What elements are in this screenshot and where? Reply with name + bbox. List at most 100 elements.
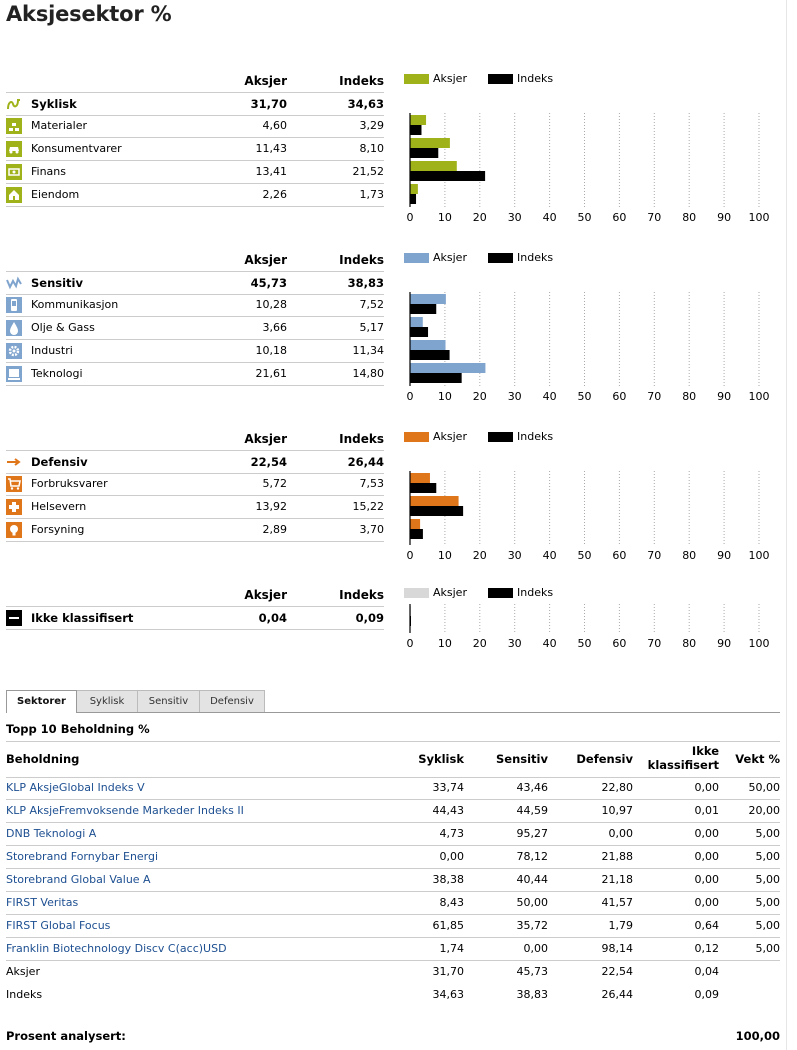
x-tick-label: 100: [749, 211, 770, 224]
sector-label: Materialer: [31, 119, 87, 132]
holdings-header: Beholdning Syklisk Sensitiv Defensiv Ikk…: [6, 741, 780, 778]
x-tick-label: 10: [438, 390, 452, 403]
cell-sensitiv: 0,00: [523, 942, 549, 955]
sector-label: Sensitiv: [31, 276, 83, 290]
sensitiv-icon: [6, 276, 22, 290]
legend-swatch-aksjer: [404, 74, 429, 84]
value-indeks: 1,73: [359, 188, 385, 201]
col-beholdning: Beholdning: [6, 752, 80, 766]
x-tick-label: 70: [647, 549, 661, 562]
sector-row-eiendom: Eiendom 2,26 1,73: [6, 184, 384, 207]
cell-vekt: 20,00: [748, 804, 781, 817]
konsumentvarer-icon: [6, 141, 22, 157]
holding-link[interactable]: Storebrand Global Value A: [6, 873, 151, 886]
value-indeks: 38,83: [347, 276, 384, 290]
holding-link[interactable]: FIRST Global Focus: [6, 919, 111, 932]
sector-row-sensitiv: Sensitiv 45,73 38,83: [6, 271, 384, 295]
cell-defensiv: 22,80: [601, 781, 634, 794]
industri-icon: [6, 343, 22, 359]
cell-sensitiv: 43,46: [516, 781, 549, 794]
x-tick-label: 70: [647, 390, 661, 403]
col-indeks: Indeks: [339, 432, 384, 446]
value-indeks: 7,52: [359, 298, 385, 311]
cell-vekt: 5,00: [755, 873, 781, 886]
cell-syklisk: 44,43: [432, 804, 465, 817]
cell-syklisk: 34,63: [432, 988, 465, 1001]
x-tick-label: 90: [717, 211, 731, 224]
cell-defensiv: 21,88: [601, 850, 634, 863]
col-aksjer: Aksjer: [244, 588, 287, 602]
holding-link[interactable]: FIRST Veritas: [6, 896, 79, 909]
value-indeks: 15,22: [352, 500, 385, 513]
tab-defensiv[interactable]: Defensiv: [199, 690, 265, 712]
x-tick-label: 40: [543, 211, 557, 224]
sector-label: Defensiv: [31, 455, 88, 469]
cell-ikke-klassifisert: 0,09: [694, 988, 720, 1001]
cell-ikke-klassifisert: 0,00: [694, 850, 720, 863]
bar-indeks: [410, 529, 423, 539]
value-indeks: 0,09: [355, 611, 384, 625]
sector-row-defensiv: Defensiv 22,54 26,44: [6, 450, 384, 474]
x-tick-label: 30: [508, 211, 522, 224]
helsevern-icon: [6, 499, 22, 515]
legend-label-indeks: Indeks: [517, 586, 554, 599]
value-aksjer: 21,61: [255, 367, 288, 380]
sector-chart: 0 10 20 30 40 50 60 70 80 90 100: [404, 471, 774, 562]
group-ikke-klassifisert: Aksjer Indeks Ikke klassifisert 0,04 0,0…: [6, 584, 784, 634]
cell-ikke-klassifisert: 0,64: [694, 919, 720, 932]
bar-indeks: [410, 506, 464, 516]
bar-aksjer: [410, 317, 423, 327]
holding-link[interactable]: Storebrand Fornybar Energi: [6, 850, 159, 863]
sector-row-ikke-klassifisert: Ikke klassifisert 0,04 0,09: [6, 606, 384, 630]
col-indeks: Indeks: [339, 74, 384, 88]
sector-label: Finans: [31, 165, 66, 178]
cell-sensitiv: 35,72: [516, 919, 549, 932]
tab-sektorer[interactable]: Sektorer: [6, 690, 77, 713]
bar-chart: 0 10 20 30 40 50 60 70 80 90 100: [407, 292, 770, 403]
cell-syklisk: 1,74: [439, 942, 465, 955]
tab-divider: [6, 712, 780, 713]
x-tick-label: 70: [647, 211, 661, 224]
table-row: KLP AksjeFremvoksende Markeder Indeks II…: [6, 800, 780, 823]
holding-link[interactable]: DNB Teknologi A: [6, 827, 97, 840]
value-indeks: 14,80: [352, 367, 385, 380]
cell-defensiv: 21,18: [601, 873, 634, 886]
cell-defensiv: 1,79: [608, 919, 634, 932]
bar-chart: 0 10 20 30 40 50 60 70 80 90 100: [407, 471, 770, 562]
x-tick-label: 0: [407, 390, 414, 403]
col-indeks: Indeks: [339, 253, 384, 267]
legend-label-indeks: Indeks: [517, 430, 554, 443]
syklisk-icon: [7, 99, 20, 110]
cell-ikke-klassifisert: 0,04: [694, 965, 720, 978]
sector-label: Ikke klassifisert: [31, 611, 134, 625]
x-tick-label: 30: [508, 390, 522, 403]
cell-defensiv: 10,97: [601, 804, 634, 817]
tab-syklisk[interactable]: Syklisk: [76, 690, 138, 712]
cell-sensitiv: 78,12: [516, 850, 549, 863]
holding-link[interactable]: Franklin Biotechnology Discv C(acc)USD: [6, 942, 227, 955]
x-tick-label: 60: [612, 637, 626, 650]
holding-link[interactable]: KLP AksjeGlobal Indeks V: [6, 781, 145, 794]
x-tick-label: 100: [749, 390, 770, 403]
bar-aksjer: [410, 473, 430, 483]
value-aksjer: 11,43: [255, 142, 288, 155]
value-aksjer: 2,26: [262, 188, 288, 201]
cell-syklisk: 0,00: [439, 850, 465, 863]
value-aksjer: 45,73: [250, 276, 287, 290]
sector-label: Eiendom: [31, 188, 80, 201]
sector-row-materialer: Materialer 4,60 3,29: [6, 115, 384, 138]
x-tick-label: 50: [578, 637, 592, 650]
cell-defensiv: 0,00: [608, 827, 634, 840]
bar-indeks: [410, 304, 437, 314]
x-tick-label: 0: [407, 211, 414, 224]
bar-aksjer: [410, 363, 486, 373]
tab-sensitiv[interactable]: Sensitiv: [137, 690, 200, 712]
footer-label: Prosent analysert:: [6, 1029, 126, 1043]
bar-indeks: [410, 194, 417, 204]
value-aksjer: 31,70: [250, 97, 287, 111]
cell-sensitiv: 95,27: [516, 827, 549, 840]
value-indeks: 3,70: [359, 523, 385, 536]
group-syklisk: Aksjer Indeks Syklisk 31,70 34,63 Materi…: [6, 70, 784, 220]
holding-link[interactable]: KLP AksjeFremvoksende Markeder Indeks II: [6, 804, 244, 817]
